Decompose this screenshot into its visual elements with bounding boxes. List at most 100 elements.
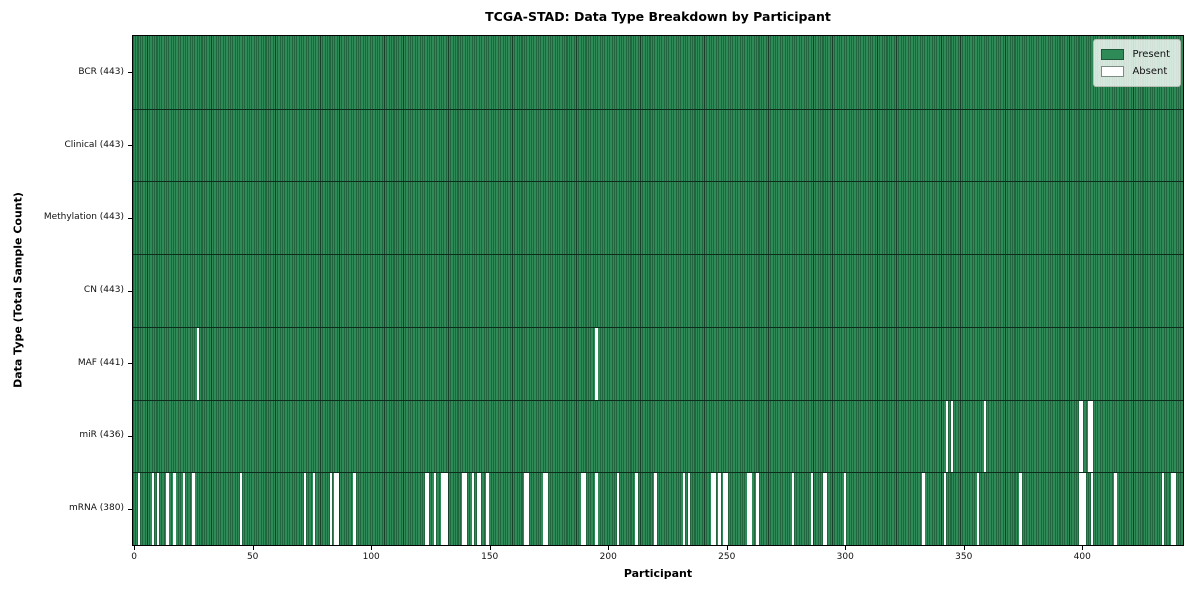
absent-bar [166,473,169,545]
legend-entry-present: Present [1101,47,1170,62]
absent-bar [336,473,340,545]
absent-bar [1090,473,1093,545]
absent-bar [1171,473,1174,545]
y-tick-label: Methylation (443) [43,212,124,223]
legend-label-present: Present [1132,49,1170,60]
absent-bar [479,473,482,545]
absent-bar [543,473,546,545]
plot-area [132,35,1184,546]
present-swatch [1101,49,1125,60]
absent-bar [746,473,750,545]
absent-bar [334,473,337,545]
absent-bar [725,473,728,545]
absent-bar [976,473,980,545]
absent-bar [1088,400,1091,473]
absent-bar [616,473,619,545]
x-axis-label: Participant [623,567,693,580]
absent-bar [945,400,949,473]
absent-bar [635,473,638,545]
y-tick-label: BCR (443) [78,66,124,77]
heatmap-row-mrna [133,472,1183,545]
absent-bar [583,473,586,545]
absent-bar [1081,473,1084,545]
absent-bar [239,473,243,545]
x-tick-mark [134,546,136,550]
absent-bar [137,473,141,545]
x-tick-label: 300 [836,552,854,562]
absent-bar [713,473,717,545]
absent-bar [353,473,356,545]
absent-bar [822,473,826,545]
absent-bar [654,473,657,545]
absent-bar [1078,400,1082,473]
y-tick-label: MAF (441) [77,357,124,368]
absent-bar [424,473,427,545]
x-tick-label: 400 [1073,552,1091,562]
absent-bar [303,473,306,545]
absent-bar [462,473,465,545]
x-tick-label: 150 [481,552,499,562]
absent-bar [595,473,598,545]
heatmap-row-mir [133,399,1183,473]
legend: Present Absent [1093,39,1181,87]
x-tick-mark [1082,546,1084,550]
y-tick-mark [128,363,132,365]
x-tick-mark [726,546,728,550]
absent-bar [718,473,721,545]
absent-bar [1090,400,1093,473]
absent-bar [471,473,475,545]
absent-bar [434,473,437,545]
absent-bar [791,473,795,545]
x-tick-label: 0 [131,552,138,562]
absent-bar [1078,473,1082,545]
absent-bar [922,473,925,545]
absent-bar [756,473,759,545]
y-tick-mark [128,217,132,219]
absent-bar [1114,473,1117,545]
y-tick-label: Clinical (443) [64,139,124,150]
y-tick-label: CN (443) [83,285,124,295]
heatmap-row-bcr [133,36,1183,109]
absent-bar [441,473,444,545]
x-tick-label: 250 [718,552,736,562]
absent-bar [464,473,468,545]
absent-bar [844,473,847,545]
absent-bar [445,473,449,545]
heatmap-row-clinical [133,108,1183,182]
absent-bar [156,473,160,545]
absent-bar [1161,473,1165,545]
x-tick-mark [845,546,847,550]
legend-label-absent: Absent [1132,66,1168,77]
x-tick-mark [371,546,373,550]
x-tick-mark [963,546,965,550]
absent-bar [580,473,584,545]
absent-bar [313,473,316,545]
x-tick-mark [252,546,254,550]
absent-bar [1173,473,1176,545]
y-tick-mark [128,508,132,510]
y-tick-mark [128,290,132,292]
absent-bar [1019,473,1022,545]
x-tick-label: 350 [955,552,973,562]
absent-bar [329,473,333,545]
absent-swatch [1101,66,1125,77]
y-tick-label: miR (436) [79,430,124,441]
absent-bar [711,473,714,545]
absent-bar [825,473,828,545]
absent-bar [182,473,186,545]
absent-bar [173,473,176,545]
absent-bar [983,400,987,473]
absent-bar [687,473,690,545]
absent-bar [723,473,726,545]
absent-bar [192,473,195,545]
absent-bar [682,473,686,545]
x-tick-mark [608,546,610,550]
absent-bar [151,473,155,545]
absent-bar [196,327,200,400]
absent-bar [443,473,446,545]
absent-bar [749,473,752,545]
heatmap-row-maf [133,326,1183,400]
heatmap-row-cn [133,254,1183,327]
absent-bar [526,473,529,545]
